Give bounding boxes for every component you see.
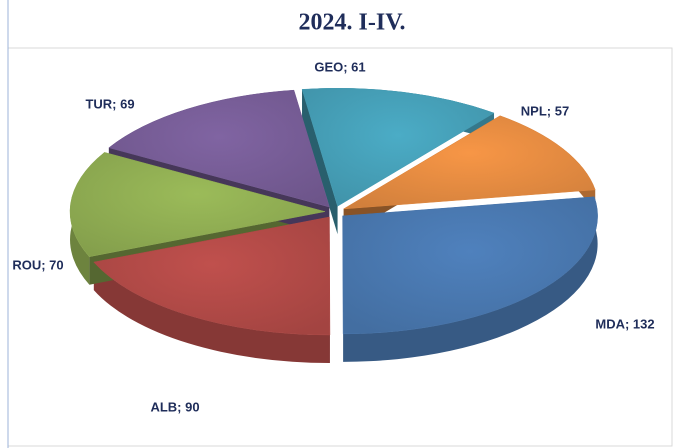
data-label: ROU; 70 [12, 257, 63, 272]
slice-side [93, 262, 330, 363]
chart-title: 2024. I-IV. [299, 10, 406, 36]
slice [342, 196, 598, 335]
slice [108, 89, 330, 208]
slice [301, 87, 495, 207]
slice-side [343, 196, 598, 362]
slice [343, 115, 596, 210]
data-label: GEO; 61 [314, 59, 365, 74]
data-labels: GEO; 61 NPL; 57 MDA; 132 ALB; 90 ROU; 70 TUR;… [12, 59, 654, 414]
data-label: TUR; 69 [85, 96, 134, 111]
slice-inner-wall [302, 89, 338, 235]
data-label: MDA; 132 [595, 316, 654, 331]
data-label: NPL; 57 [521, 103, 569, 118]
slice-tops [69, 87, 598, 336]
data-label: ALB; 90 [150, 399, 199, 414]
slice [69, 152, 326, 257]
slice [93, 216, 331, 336]
